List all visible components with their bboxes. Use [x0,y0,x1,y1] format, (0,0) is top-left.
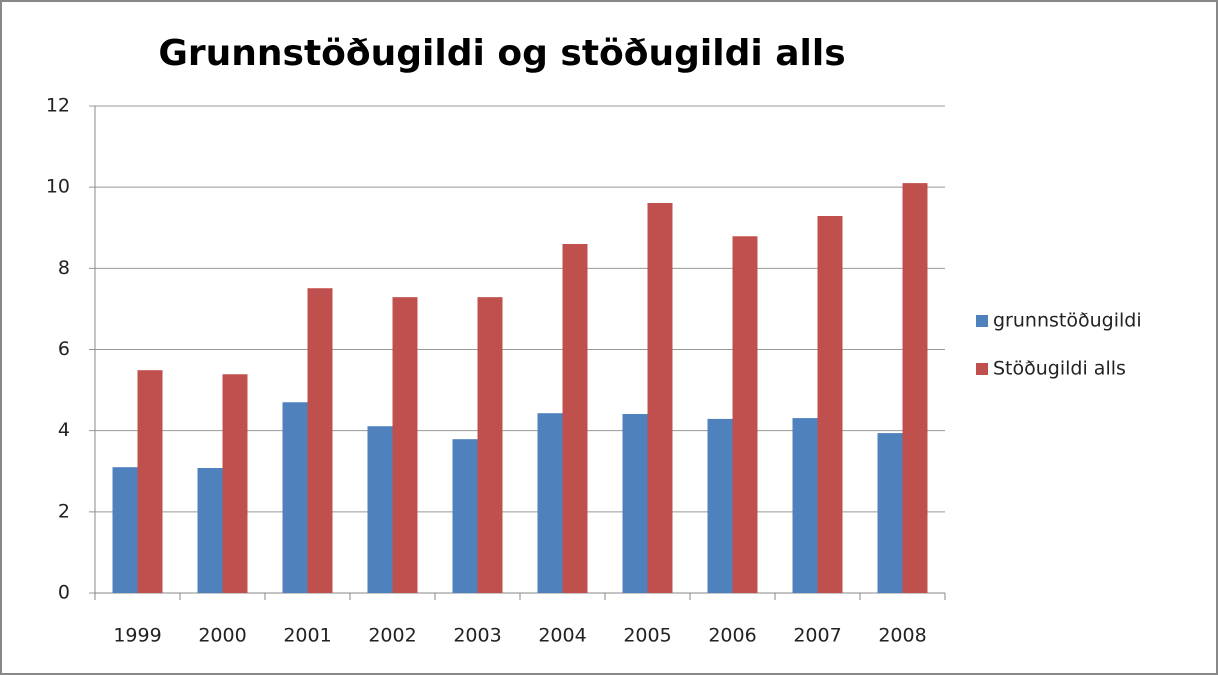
bar [622,414,648,593]
bar [902,183,928,593]
y-tick-label: 0 [58,582,70,604]
bar [307,288,333,593]
bar [477,297,503,593]
y-tick-label: 8 [58,257,70,279]
bar [112,467,138,593]
x-tick-label: 1999 [113,625,161,647]
y-tick-label: 6 [58,338,70,360]
y-tick-label: 2 [58,500,70,522]
legend-label: Stöðugildi alls [993,358,1126,380]
bar [392,297,418,593]
x-tick-label: 2008 [878,625,926,647]
x-tick-label: 2003 [453,625,501,647]
bar [537,413,563,593]
y-tick-label: 10 [46,176,70,198]
bar [452,439,478,593]
bar [197,468,223,593]
x-tick-label: 2004 [538,625,586,647]
legend-label: grunnstöðugildi [993,310,1142,332]
bar [282,402,308,593]
bar [817,215,843,593]
chart-title: Grunnstöðugildi og stöðugildi alls [158,33,845,74]
x-tick-label: 2002 [368,625,416,647]
bar [877,433,903,593]
bar [562,243,588,593]
bar [732,236,758,593]
bar [707,418,733,593]
x-tick-label: 2000 [198,625,246,647]
bar [222,374,248,593]
y-tick-label: 12 [46,95,70,117]
bar [647,202,673,593]
bar [367,426,393,593]
legend-swatch [976,315,988,327]
legend-swatch [976,363,988,375]
y-tick-label: 4 [58,419,70,441]
x-tick-label: 2005 [623,625,671,647]
x-tick-label: 2006 [708,625,756,647]
bar [792,418,818,593]
bar [137,370,163,593]
x-tick-label: 2007 [793,625,841,647]
x-tick-label: 2001 [283,625,331,647]
